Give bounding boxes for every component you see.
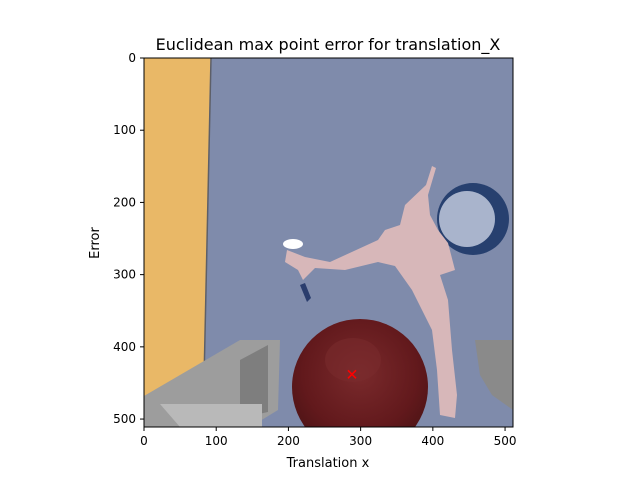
- y-axis-label: Error: [88, 227, 103, 259]
- data-point-marker: [347, 369, 357, 379]
- y-tick-label: 500: [113, 412, 136, 426]
- y-tick-label: 0: [128, 51, 136, 65]
- y-axis-ticks: 0 100 200 300 400 500: [113, 51, 144, 426]
- chart-title: Euclidean max point error for translatio…: [156, 35, 501, 55]
- plot-area-frame: [143, 57, 514, 428]
- y-tick-label: 400: [113, 340, 136, 354]
- x-tick-label: 0: [140, 434, 148, 448]
- x-axis-label: Translation x: [286, 456, 370, 471]
- x-tick-label: 400: [421, 434, 444, 448]
- y-tick-label: 100: [113, 123, 136, 137]
- x-axis-ticks: 0 100 200 300 400 500: [140, 427, 517, 448]
- x-tick-label: 500: [494, 434, 517, 448]
- x-tick-label: 100: [205, 434, 228, 448]
- y-tick-label: 200: [113, 195, 136, 209]
- background-image: [144, 58, 513, 427]
- y-tick-label: 300: [113, 268, 136, 282]
- x-tick-label: 300: [349, 434, 372, 448]
- data-markers: [347, 369, 357, 379]
- x-tick-label: 200: [277, 434, 300, 448]
